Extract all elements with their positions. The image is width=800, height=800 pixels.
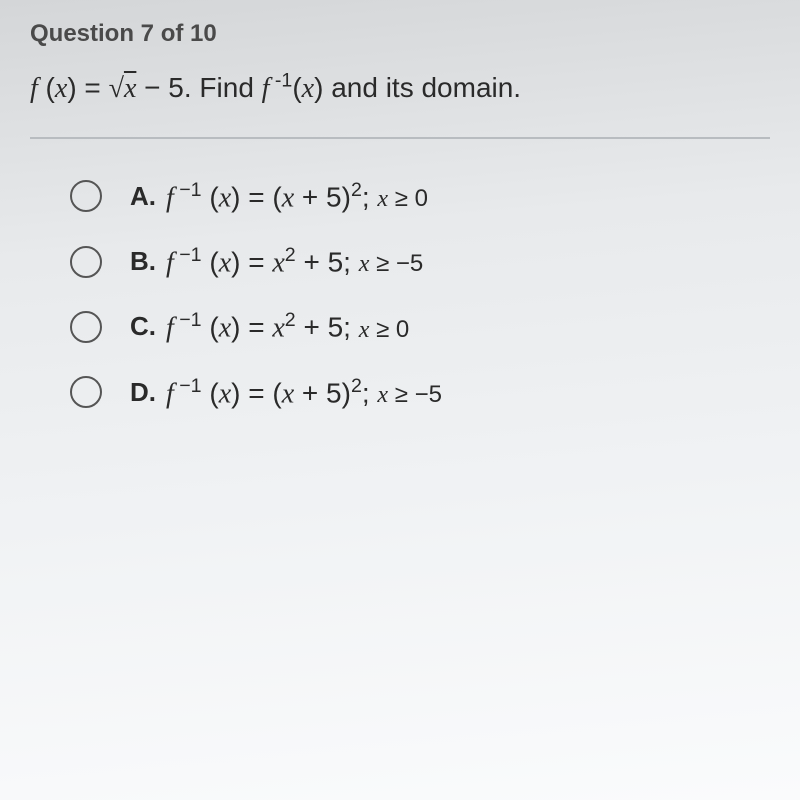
radio-icon[interactable] — [70, 246, 102, 278]
option-d[interactable]: D. f −1 (x) = (x + 5)2; x ≥ −5 — [70, 375, 770, 410]
question-container: Question 7 of 10 f (x) = √x − 5. Find f … — [0, 0, 800, 460]
prompt-tail: Find f -1(x) and its domain. — [199, 72, 521, 103]
option-letter: D. — [130, 377, 156, 408]
option-expression: f −1 (x) = x2 + 5; x ≥ −5 — [166, 244, 423, 279]
option-letter: C. — [130, 311, 156, 342]
question-number: Question 7 of 10 — [30, 20, 770, 48]
option-letter: A. — [130, 181, 156, 212]
option-a[interactable]: A. f −1 (x) = (x + 5)2; x ≥ 0 — [70, 179, 770, 214]
option-b[interactable]: B. f −1 (x) = x2 + 5; x ≥ −5 — [70, 244, 770, 279]
option-c[interactable]: C. f −1 (x) = x2 + 5; x ≥ 0 — [70, 309, 770, 344]
divider — [30, 137, 770, 139]
option-expression: f −1 (x) = (x + 5)2; x ≥ 0 — [166, 179, 428, 214]
radio-icon[interactable] — [70, 180, 102, 212]
radio-icon[interactable] — [70, 311, 102, 343]
options-group: A. f −1 (x) = (x + 5)2; x ≥ 0 B. f −1 (x… — [30, 179, 770, 410]
option-expression: f −1 (x) = x2 + 5; x ≥ 0 — [166, 309, 409, 344]
prompt-function-def: f (x) = √x − 5. — [30, 72, 192, 103]
radio-icon[interactable] — [70, 376, 102, 408]
option-expression: f −1 (x) = (x + 5)2; x ≥ −5 — [166, 375, 442, 410]
question-prompt: f (x) = √x − 5. Find f -1(x) and its dom… — [30, 68, 770, 109]
option-letter: B. — [130, 246, 156, 277]
